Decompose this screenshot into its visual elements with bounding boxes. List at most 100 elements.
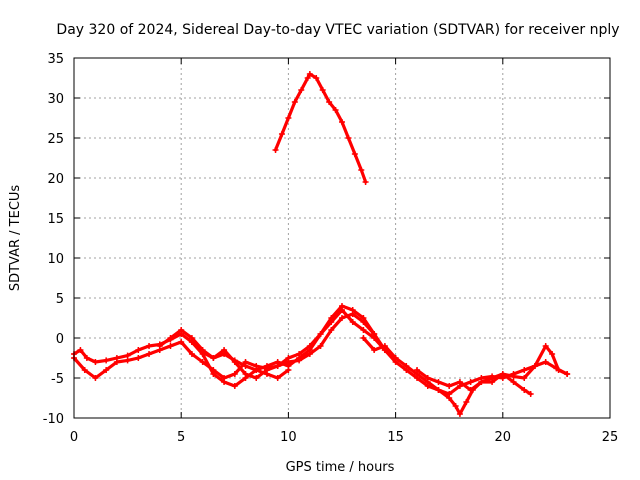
data-point bbox=[253, 367, 260, 373]
data-point bbox=[549, 351, 556, 357]
data-point bbox=[81, 367, 88, 373]
data-point bbox=[362, 179, 369, 185]
data-point bbox=[146, 351, 153, 357]
x-tick-label: 0 bbox=[70, 430, 78, 445]
tick-layer: 0 5 10 15 20 25 -10 -5 0 5 10 15 20 25 30 35 bbox=[43, 52, 619, 445]
data-point bbox=[371, 347, 378, 353]
data-point bbox=[253, 375, 260, 381]
y-tick-label: 5 bbox=[56, 292, 64, 307]
data-point bbox=[199, 351, 206, 357]
data-point bbox=[135, 355, 142, 361]
chart-title: Day 320 of 2024, Sidereal Day-to-day VTE… bbox=[56, 22, 619, 38]
data-point bbox=[272, 147, 279, 153]
data-point bbox=[210, 371, 217, 377]
data-point bbox=[304, 75, 311, 81]
data-point bbox=[339, 315, 345, 321]
y-tick-label: 35 bbox=[47, 52, 64, 67]
data-point bbox=[317, 331, 324, 337]
y-tick-label: 0 bbox=[56, 332, 64, 347]
data-point bbox=[326, 99, 333, 105]
data-point bbox=[103, 367, 110, 373]
data-point bbox=[77, 347, 84, 353]
y-tick-label: -10 bbox=[43, 412, 64, 427]
data-point bbox=[499, 371, 506, 377]
x-tick-label: 25 bbox=[602, 430, 619, 445]
data-point bbox=[92, 359, 99, 365]
data-point bbox=[555, 367, 562, 373]
data-point bbox=[328, 327, 335, 333]
data-point bbox=[510, 373, 517, 380]
data-point bbox=[328, 319, 335, 325]
data-point bbox=[146, 343, 153, 349]
data-point bbox=[178, 327, 185, 333]
data-point bbox=[199, 359, 206, 365]
y-tick-label: 25 bbox=[47, 132, 64, 147]
data-point bbox=[103, 357, 110, 364]
data-point bbox=[345, 135, 352, 141]
data-point bbox=[452, 403, 459, 409]
grid-layer bbox=[74, 58, 610, 418]
data-point bbox=[167, 343, 174, 349]
x-tick-label: 10 bbox=[280, 430, 297, 445]
data-point bbox=[231, 359, 238, 365]
data-point bbox=[278, 131, 285, 137]
data-point bbox=[414, 367, 421, 373]
plot-frame bbox=[73, 57, 611, 419]
y-tick-label: -5 bbox=[51, 372, 64, 387]
data-point bbox=[188, 339, 195, 345]
data-point bbox=[306, 71, 313, 77]
data-point bbox=[296, 351, 303, 357]
y-tick-label: 20 bbox=[47, 172, 64, 187]
x-axis-label: GPS time / hours bbox=[286, 460, 395, 475]
data-point bbox=[392, 355, 399, 361]
series-layer bbox=[71, 71, 571, 417]
data-point bbox=[521, 387, 528, 393]
data-point bbox=[349, 319, 356, 325]
y-tick-label: 15 bbox=[47, 212, 64, 227]
data-point bbox=[298, 87, 305, 93]
data-point bbox=[489, 379, 496, 385]
data-point bbox=[135, 347, 142, 353]
data-point bbox=[285, 115, 292, 121]
data-point bbox=[446, 395, 453, 401]
series-arc-high bbox=[273, 72, 368, 184]
data-point bbox=[360, 319, 367, 325]
data-point bbox=[231, 383, 238, 389]
data-point bbox=[360, 327, 367, 333]
data-point bbox=[339, 307, 345, 313]
data-point bbox=[274, 363, 281, 369]
data-point bbox=[263, 371, 270, 377]
data-point bbox=[542, 343, 549, 349]
data-point bbox=[446, 383, 453, 389]
y-tick-label: 30 bbox=[47, 92, 64, 107]
data-point bbox=[349, 311, 356, 317]
data-point bbox=[291, 99, 298, 105]
data-point bbox=[531, 363, 538, 369]
data-point bbox=[113, 359, 120, 365]
data-point bbox=[332, 107, 339, 113]
data-point bbox=[358, 167, 365, 173]
data-point bbox=[92, 375, 99, 381]
data-point bbox=[210, 355, 217, 361]
data-point bbox=[371, 335, 378, 341]
data-point bbox=[527, 391, 534, 397]
data-point bbox=[221, 379, 228, 385]
data-point bbox=[124, 357, 131, 364]
data-point bbox=[221, 347, 228, 353]
x-tick-label: 15 bbox=[387, 430, 404, 445]
data-point bbox=[403, 363, 410, 369]
data-point bbox=[424, 375, 431, 381]
data-point bbox=[231, 371, 238, 377]
data-point bbox=[435, 387, 442, 393]
data-point bbox=[478, 379, 485, 385]
data-point bbox=[274, 375, 281, 381]
data-point bbox=[83, 355, 90, 361]
data-point bbox=[510, 379, 517, 385]
data-point bbox=[351, 151, 358, 157]
data-point bbox=[188, 351, 195, 357]
series-track-d bbox=[190, 340, 290, 388]
data-point bbox=[167, 335, 174, 341]
data-point bbox=[285, 355, 292, 361]
